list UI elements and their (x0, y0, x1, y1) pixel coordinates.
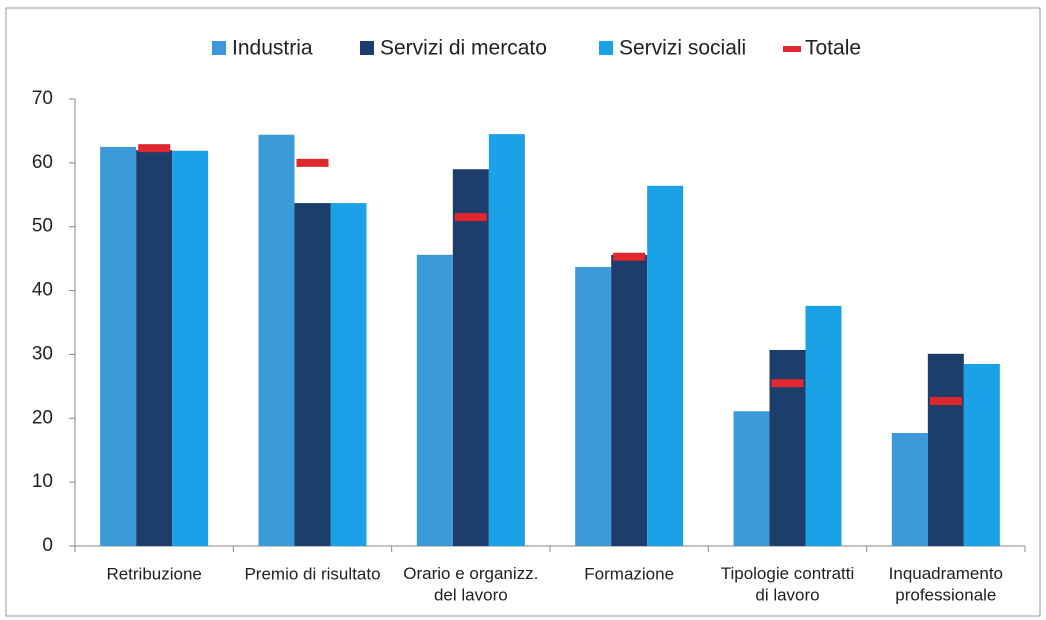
bar (575, 266, 612, 546)
bar (100, 146, 137, 546)
legend-label: Totale (805, 37, 861, 60)
y-tick-label: 40 (32, 280, 53, 301)
bar (891, 432, 928, 546)
bar (330, 203, 367, 546)
x-tick-label: Tipologie contratti di lavoro (721, 564, 855, 604)
y-tick-label: 70 (32, 88, 53, 109)
legend-swatch (360, 41, 374, 55)
legend-swatch (599, 41, 613, 55)
legend-label: Servizi sociali (619, 37, 746, 60)
total-marker (929, 397, 962, 406)
bar (611, 254, 648, 546)
total-marker (771, 379, 804, 388)
x-tick-label: Retribuzione (106, 564, 201, 583)
total-marker (138, 144, 171, 153)
x-tick-label: Inquadramento professionale (889, 564, 1003, 604)
total-marker (613, 252, 646, 261)
bar (647, 185, 684, 547)
bar (963, 364, 1000, 546)
legend-swatch (212, 41, 226, 55)
total-marker (454, 213, 487, 222)
bar (294, 203, 331, 546)
y-tick-label: 30 (32, 343, 53, 364)
y-tick-label: 10 (32, 471, 53, 492)
y-tick-label: 60 (32, 152, 53, 173)
legend-label: Industria (232, 37, 313, 60)
y-tick-label: 0 (42, 535, 53, 556)
bar (733, 411, 770, 546)
legend-label: Servizi di mercato (380, 37, 547, 60)
bar (416, 254, 453, 546)
legend-swatch (783, 46, 801, 52)
bar (927, 353, 964, 546)
frame (5, 7, 1041, 617)
bar (805, 305, 842, 546)
x-tick-label: Orario e organizz. del lavoro (403, 564, 538, 604)
x-tick-label: Formazione (584, 564, 674, 583)
bar (258, 134, 295, 546)
bar (136, 150, 173, 547)
total-marker (296, 158, 329, 167)
bar (172, 150, 209, 546)
x-tick-label: Premio di risultato (244, 564, 380, 583)
bar (452, 169, 489, 546)
y-tick-label: 50 (32, 216, 53, 237)
y-tick-label: 20 (32, 407, 53, 428)
bar (488, 134, 525, 546)
